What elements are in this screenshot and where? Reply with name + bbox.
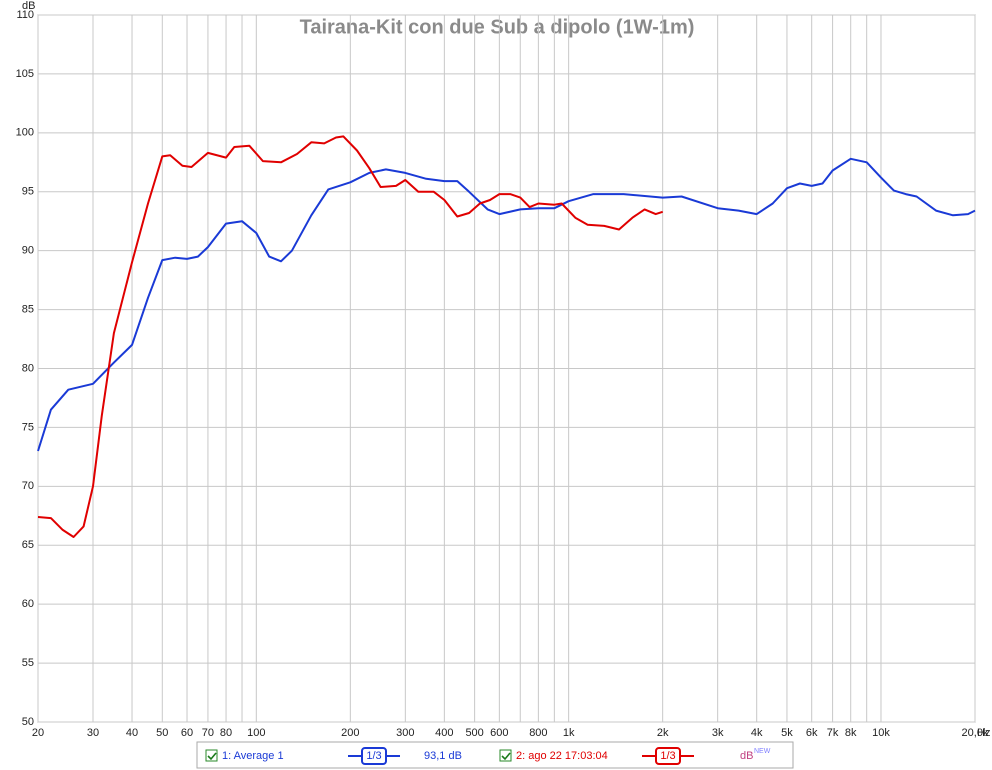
x-tick-label: 500	[465, 727, 483, 739]
y-tick-label: 60	[22, 598, 34, 610]
legend-checkbox[interactable]	[499, 749, 512, 762]
smoothing-box	[361, 747, 387, 765]
legend-extra: dB	[740, 750, 753, 762]
series-line	[37, 157, 976, 452]
x-tick-label: 40	[126, 727, 138, 739]
legend-level: 93,1 dB	[424, 750, 462, 762]
x-tick-label: 3k	[712, 727, 724, 739]
y-tick-label: 75	[22, 421, 34, 433]
legend-badge: NEW	[754, 748, 771, 755]
x-tick-label: 8k	[845, 727, 857, 739]
x-tick-label: 50	[156, 727, 168, 739]
smoothing-label: 1/3	[366, 750, 381, 762]
legend-check	[207, 752, 217, 761]
x-tick-label: 20,0k	[962, 727, 989, 739]
legend-entry: 1: Average 1	[222, 750, 284, 762]
x-tick-label: 4k	[751, 727, 763, 739]
x-tick-label: 7k	[827, 727, 839, 739]
y-tick-label: 55	[22, 657, 34, 669]
y-tick-label: 50	[22, 716, 34, 728]
y-tick-label: 65	[22, 539, 34, 551]
x-tick-label: 800	[529, 727, 547, 739]
y-tick-label: 95	[22, 186, 34, 198]
smoothing-label: 1/3	[660, 750, 675, 762]
x-tick-label: 300	[396, 727, 414, 739]
smoothing-box	[655, 747, 681, 765]
y-tick-label: 90	[22, 245, 34, 257]
y-tick-label: 85	[22, 303, 34, 315]
series-line	[37, 135, 664, 538]
x-tick-label: 10k	[872, 727, 890, 739]
x-tick-label: 1k	[563, 727, 575, 739]
legend-box	[196, 741, 794, 769]
x-tick-label: 20	[32, 727, 44, 739]
x-tick-label: 400	[435, 727, 453, 739]
x-tick-label: 2k	[657, 727, 669, 739]
y-tick-label: 70	[22, 480, 34, 492]
x-tick-label: 6k	[806, 727, 818, 739]
legend-entry: 2: ago 22 17:03:04	[516, 750, 608, 762]
y-tick-label: 110	[16, 9, 34, 21]
legend-checkbox[interactable]	[205, 749, 218, 762]
x-tick-label: 600	[490, 727, 508, 739]
y-axis-label: dB	[22, 0, 35, 12]
x-axis-label: Hz	[977, 727, 990, 739]
y-tick-label: 80	[22, 362, 34, 374]
x-tick-label: 60	[181, 727, 193, 739]
x-tick-label: 100	[247, 727, 265, 739]
y-tick-label: 100	[16, 127, 34, 139]
x-tick-label: 200	[341, 727, 359, 739]
x-tick-label: 80	[220, 727, 232, 739]
x-tick-label: 70	[202, 727, 214, 739]
x-tick-label: 5k	[781, 727, 793, 739]
x-tick-label: 30	[87, 727, 99, 739]
legend-check	[501, 752, 511, 761]
chart-title: Tairana-Kit con due Sub a dipolo (1W-1m)	[300, 16, 695, 38]
y-tick-label: 105	[16, 68, 34, 80]
